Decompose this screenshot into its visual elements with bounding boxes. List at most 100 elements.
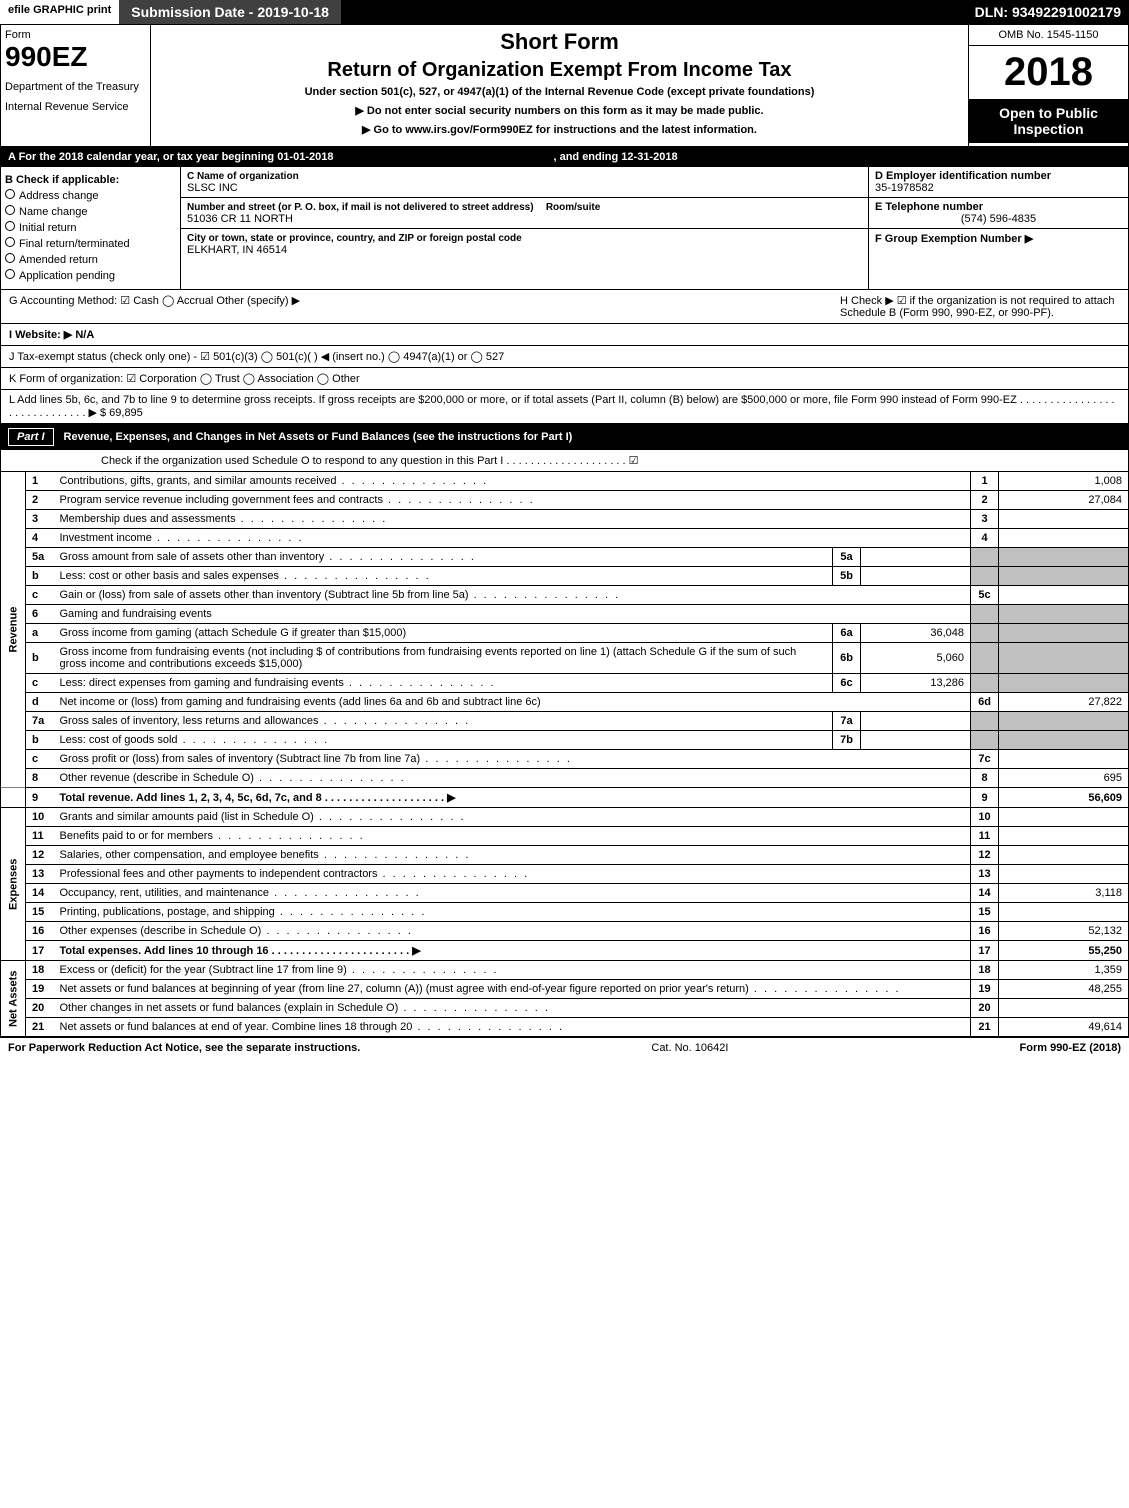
- table-row: 12 Salaries, other compensation, and emp…: [1, 846, 1129, 865]
- line6b-value: 5,060: [861, 643, 971, 674]
- submission-date: Submission Date - 2019-10-18: [119, 0, 341, 24]
- opt-amended[interactable]: Amended return: [5, 253, 176, 266]
- website-row: I Website: ▶ N/A: [0, 324, 1129, 346]
- dept-irs: Internal Revenue Service: [5, 101, 146, 113]
- under-section: Under section 501(c), 527, or 4947(a)(1)…: [155, 86, 964, 98]
- h-check: H Check ▶ ☑ if the organization is not r…: [840, 294, 1120, 319]
- opt-address-change[interactable]: Address change: [5, 189, 176, 202]
- lines-table: Revenue 1 Contributions, gifts, grants, …: [0, 472, 1129, 1037]
- short-form-title: Short Form: [155, 29, 964, 55]
- table-row: b Less: cost or other basis and sales ex…: [1, 567, 1129, 586]
- line6c-value: 13,286: [861, 674, 971, 693]
- line2-amount: 27,084: [999, 491, 1129, 510]
- form-header: Form 990EZ Department of the Treasury In…: [0, 24, 1129, 147]
- line6d-amount: 27,822: [999, 693, 1129, 712]
- k-formorg: K Form of organization: ☑ Corporation ◯ …: [9, 373, 360, 385]
- efile-label: efile GRAPHIC print: [0, 0, 119, 24]
- city-row: City or town, state or province, country…: [181, 229, 868, 259]
- part1-subtitle: Check if the organization used Schedule …: [0, 450, 1129, 472]
- c-label: C Name of organization: [187, 171, 299, 182]
- check-applicable: B Check if applicable: Address change Na…: [1, 167, 181, 289]
- return-title: Return of Organization Exempt From Incom…: [155, 59, 964, 82]
- footer-right: Form 990-EZ (2018): [1020, 1042, 1121, 1054]
- e-label: E Telephone number: [875, 201, 983, 213]
- line14-amount: 3,118: [999, 884, 1129, 903]
- org-name: SLSC INC: [187, 182, 238, 194]
- l-gross-receipts: L Add lines 5b, 6c, and 7b to line 9 to …: [9, 394, 1115, 419]
- line16-amount: 52,132: [999, 922, 1129, 941]
- goto-link[interactable]: ▶ Go to www.irs.gov/Form990EZ for instru…: [155, 123, 964, 136]
- period-begin: A For the 2018 calendar year, or tax yea…: [8, 151, 333, 163]
- i-website: I Website: ▶ N/A: [9, 329, 94, 341]
- line21-amount: 49,614: [999, 1018, 1129, 1037]
- table-row: 7a Gross sales of inventory, less return…: [1, 712, 1129, 731]
- addr-row: Number and street (or P. O. box, if mail…: [181, 198, 868, 229]
- opt-pending[interactable]: Application pending: [5, 269, 176, 282]
- table-row: 8 Other revenue (describe in Schedule O)…: [1, 769, 1129, 788]
- table-row: c Gross profit or (loss) from sales of i…: [1, 750, 1129, 769]
- table-row: 16 Other expenses (describe in Schedule …: [1, 922, 1129, 941]
- room-label: Room/suite: [546, 202, 600, 213]
- city-label: City or town, state or province, country…: [187, 233, 522, 244]
- phone: (574) 596-4835: [875, 213, 1122, 225]
- header-left: Form 990EZ Department of the Treasury In…: [1, 25, 151, 146]
- table-row: 9 Total revenue. Add lines 1, 2, 3, 4, 5…: [1, 788, 1129, 808]
- table-row: 13 Professional fees and other payments …: [1, 865, 1129, 884]
- part1-label: Part I: [8, 428, 54, 446]
- opt-final-return[interactable]: Final return/terminated: [5, 237, 176, 250]
- ein: 35-1978582: [875, 182, 934, 194]
- table-row: b Less: cost of goods sold 7b: [1, 731, 1129, 750]
- line19-amount: 48,255: [999, 980, 1129, 999]
- table-row: 21 Net assets or fund balances at end of…: [1, 1018, 1129, 1037]
- open-public: Open to Public Inspection: [969, 99, 1128, 143]
- formorg-row: K Form of organization: ☑ Corporation ◯ …: [0, 368, 1129, 390]
- footer-left: For Paperwork Reduction Act Notice, see …: [8, 1042, 360, 1054]
- g-accounting: G Accounting Method: ☑ Cash ◯ Accrual Ot…: [9, 294, 840, 319]
- omb-number: OMB No. 1545-1150: [969, 25, 1128, 46]
- taxstatus-row: J Tax-exempt status (check only one) - ☑…: [0, 346, 1129, 368]
- table-row: 11 Benefits paid to or for members 11: [1, 827, 1129, 846]
- footer: For Paperwork Reduction Act Notice, see …: [0, 1037, 1129, 1058]
- dept-treasury: Department of the Treasury: [5, 81, 146, 93]
- opt-initial-return[interactable]: Initial return: [5, 221, 176, 234]
- part1-header: Part I Revenue, Expenses, and Changes in…: [0, 424, 1129, 450]
- period-bar: A For the 2018 calendar year, or tax yea…: [0, 147, 1129, 167]
- revenue-section-label: Revenue: [1, 472, 26, 788]
- table-row: 17 Total expenses. Add lines 10 through …: [1, 941, 1129, 961]
- table-row: c Less: direct expenses from gaming and …: [1, 674, 1129, 693]
- table-row: a Gross income from gaming (attach Sched…: [1, 624, 1129, 643]
- city-state-zip: ELKHART, IN 46514: [187, 244, 287, 256]
- right-col: D Employer identification number 35-1978…: [868, 167, 1128, 289]
- header-right: OMB No. 1545-1150 2018 Open to Public In…: [968, 25, 1128, 146]
- table-row: b Gross income from fundraising events (…: [1, 643, 1129, 674]
- line1-amount: 1,008: [999, 472, 1129, 491]
- expenses-section-label: Expenses: [1, 808, 26, 961]
- opt-name-change[interactable]: Name change: [5, 205, 176, 218]
- table-row: 5a Gross amount from sale of assets othe…: [1, 548, 1129, 567]
- table-row: 2 Program service revenue including gove…: [1, 491, 1129, 510]
- addr-label: Number and street (or P. O. box, if mail…: [187, 202, 534, 213]
- j-status: J Tax-exempt status (check only one) - ☑…: [9, 351, 504, 363]
- no-ssn-note: ▶ Do not enter social security numbers o…: [155, 104, 964, 117]
- b-title: B Check if applicable:: [5, 174, 176, 186]
- table-row: Expenses 10 Grants and similar amounts p…: [1, 808, 1129, 827]
- org-col: C Name of organization SLSC INC Number a…: [181, 167, 868, 289]
- table-row: c Gain or (loss) from sale of assets oth…: [1, 586, 1129, 605]
- d-label: D Employer identification number: [875, 170, 1051, 182]
- line6a-value: 36,048: [861, 624, 971, 643]
- table-row: 19 Net assets or fund balances at beginn…: [1, 980, 1129, 999]
- table-row: Net Assets 18 Excess or (deficit) for th…: [1, 961, 1129, 980]
- table-row: 6 Gaming and fundraising events: [1, 605, 1129, 624]
- dln: DLN: 93492291002179: [967, 0, 1129, 24]
- table-row: Revenue 1 Contributions, gifts, grants, …: [1, 472, 1129, 491]
- table-row: 14 Occupancy, rent, utilities, and maint…: [1, 884, 1129, 903]
- f-label: F Group Exemption Number ▶: [875, 233, 1033, 245]
- netassets-section-label: Net Assets: [1, 961, 26, 1037]
- top-bar: efile GRAPHIC print Submission Date - 20…: [0, 0, 1129, 24]
- footer-cat: Cat. No. 10642I: [360, 1042, 1019, 1054]
- street-address: 51036 CR 11 NORTH: [187, 213, 293, 225]
- table-row: 15 Printing, publications, postage, and …: [1, 903, 1129, 922]
- spacer: [341, 0, 967, 24]
- line-l: L Add lines 5b, 6c, and 7b to line 9 to …: [0, 390, 1129, 424]
- header-center: Short Form Return of Organization Exempt…: [151, 25, 968, 146]
